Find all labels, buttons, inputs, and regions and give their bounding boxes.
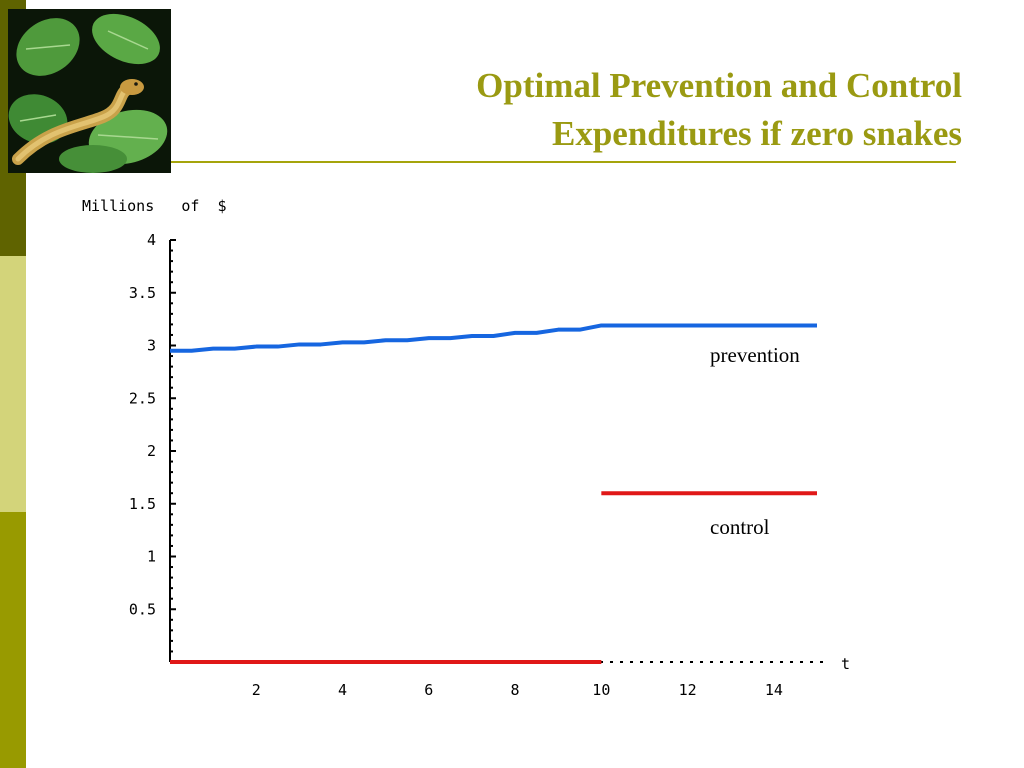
y-tick-label: 0.5: [129, 600, 156, 618]
series-group: [170, 323, 817, 664]
slide-title: Optimal Prevention and Control Expenditu…: [362, 62, 962, 158]
sidebar-stripe-bottom: [0, 512, 26, 768]
slide-title-line-1: Optimal Prevention and Control: [476, 66, 962, 105]
prevention-annotation: prevention: [710, 343, 800, 367]
y-tick-label: 1.5: [129, 495, 156, 513]
x-tick-label: 12: [679, 681, 697, 699]
y-axis-label: Millions of $: [82, 197, 227, 215]
sidebar-stripe-middle: [0, 256, 26, 512]
prevention-series-line: [170, 323, 817, 353]
x-axis-label: t: [841, 655, 850, 673]
title-underline: [171, 161, 956, 163]
y-tick-label: 1: [147, 548, 156, 566]
y-tick-label: 4: [147, 231, 156, 249]
axes: 0.5 1 1.5 2 2.5 3 3.5 4 2 4 6 8 10 12 14: [129, 231, 823, 699]
x-tick-label: 8: [511, 681, 520, 699]
y-tick-label: 3: [147, 337, 156, 355]
slide-title-line-2: Expenditures if zero snakes: [552, 114, 962, 153]
x-tick-label: 2: [252, 681, 261, 699]
x-tick-label: 6: [424, 681, 433, 699]
y-tick-label: 3.5: [129, 284, 156, 302]
x-tick-label: 4: [338, 681, 347, 699]
x-tick-label: 10: [592, 681, 610, 699]
y-tick-label: 2.5: [129, 389, 156, 407]
snake-photo: [8, 9, 171, 173]
y-tick-label: 2: [147, 442, 156, 460]
x-tick-label: 14: [765, 681, 783, 699]
control-annotation: control: [710, 515, 770, 539]
